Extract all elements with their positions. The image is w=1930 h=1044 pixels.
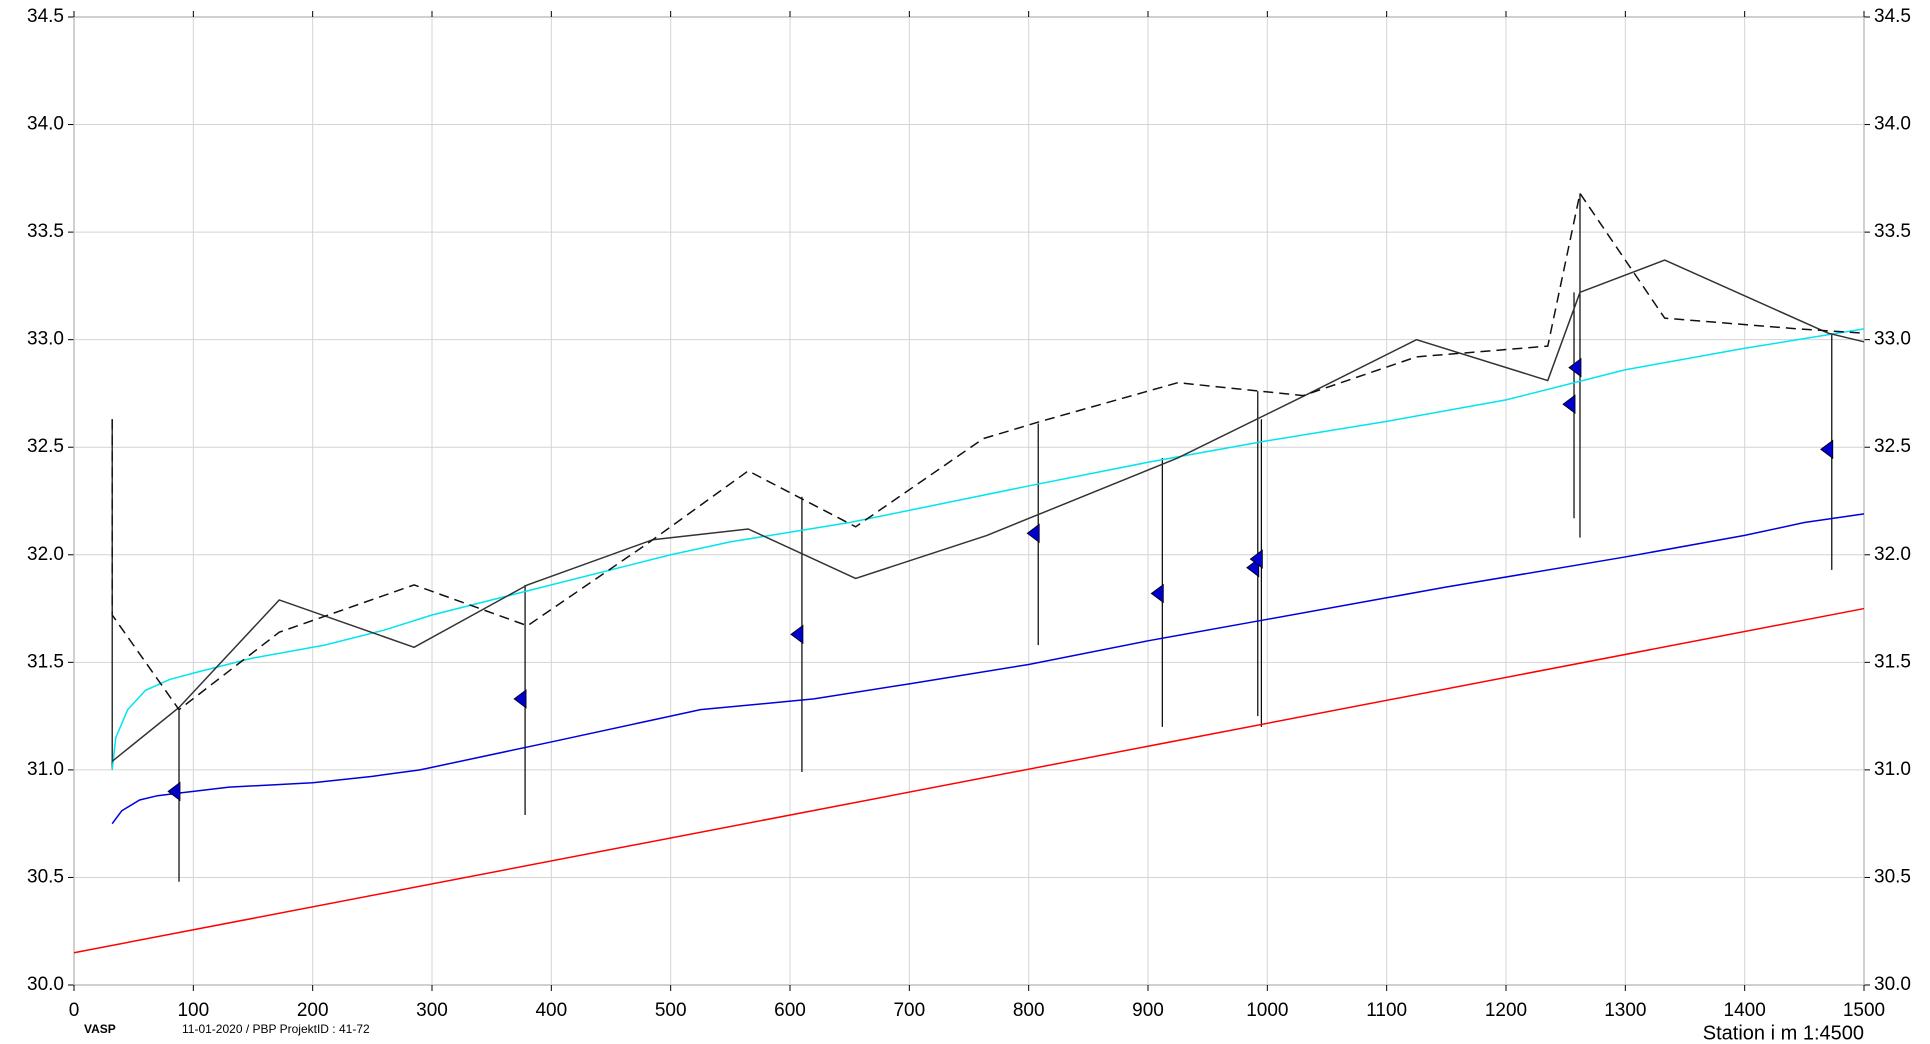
water-level-marker <box>513 689 527 709</box>
footer-mid: 11-01-2020 / PBP ProjektID : 41-72 <box>182 1022 370 1036</box>
y2-tick-label: 33.5 <box>1874 221 1911 242</box>
y-tick-label: 33.0 <box>27 329 64 350</box>
x-tick-label: 200 <box>297 1000 329 1021</box>
x-tick-label: 1400 <box>1724 1000 1766 1021</box>
y-tick-label: 30.0 <box>27 974 64 995</box>
y-tick-label: 30.5 <box>27 866 64 887</box>
x-tick-label: 0 <box>69 1000 80 1021</box>
x-tick-label: 300 <box>416 1000 448 1021</box>
x-tick-label: 1000 <box>1246 1000 1288 1021</box>
y-tick-label: 31.5 <box>27 651 64 672</box>
x-tick-label: 100 <box>177 1000 209 1021</box>
x-tick-label: 1500 <box>1843 1000 1885 1021</box>
y-tick-label: 32.0 <box>27 544 64 565</box>
series-line <box>111 513 1865 825</box>
x-tick-label: 800 <box>1013 1000 1045 1021</box>
y2-tick-label: 31.0 <box>1874 759 1911 780</box>
water-level-marker <box>790 624 804 645</box>
y-tick-label: 33.5 <box>27 221 64 242</box>
y2-tick-label: 32.5 <box>1874 436 1911 457</box>
water-level-marker <box>1249 549 1263 569</box>
water-level-marker <box>1562 394 1576 415</box>
y2-tick-label: 32.0 <box>1874 544 1911 565</box>
series-line <box>73 607 1865 954</box>
x-axis-label: Station i m 1:4500 <box>1703 1022 1864 1044</box>
y2-tick-label: 33.0 <box>1874 329 1911 350</box>
y2-tick-label: 30.5 <box>1874 866 1911 887</box>
y-tick-label: 34.5 <box>27 6 64 27</box>
water-level-marker <box>1150 583 1164 604</box>
x-tick-label: 900 <box>1132 1000 1164 1021</box>
y-tick-label: 32.5 <box>27 436 64 457</box>
plot-frame <box>73 16 1865 986</box>
series-line <box>111 328 1865 770</box>
x-tick-label: 1200 <box>1485 1000 1527 1021</box>
x-tick-label: 500 <box>655 1000 687 1021</box>
x-tick-label: 600 <box>774 1000 806 1021</box>
y-tick-label: 34.0 <box>27 114 64 135</box>
water-level-marker <box>1568 357 1582 378</box>
x-tick-label: 400 <box>535 1000 567 1021</box>
y-tick-label: 31.0 <box>27 759 64 780</box>
x-tick-label: 700 <box>893 1000 925 1021</box>
x-tick-label: 1100 <box>1366 1000 1407 1021</box>
water-level-marker <box>167 781 181 802</box>
water-level-marker <box>1820 439 1834 460</box>
series-line <box>111 259 1865 762</box>
y2-tick-label: 34.0 <box>1874 114 1911 135</box>
series-line <box>111 191 1865 711</box>
y2-tick-label: 31.5 <box>1874 651 1911 672</box>
y2-tick-label: 34.5 <box>1874 6 1911 27</box>
y2-tick-label: 30.0 <box>1874 974 1911 995</box>
footer-left: VASP <box>84 1022 116 1036</box>
x-tick-label: 1300 <box>1604 1000 1646 1021</box>
water-level-marker <box>1026 523 1040 544</box>
